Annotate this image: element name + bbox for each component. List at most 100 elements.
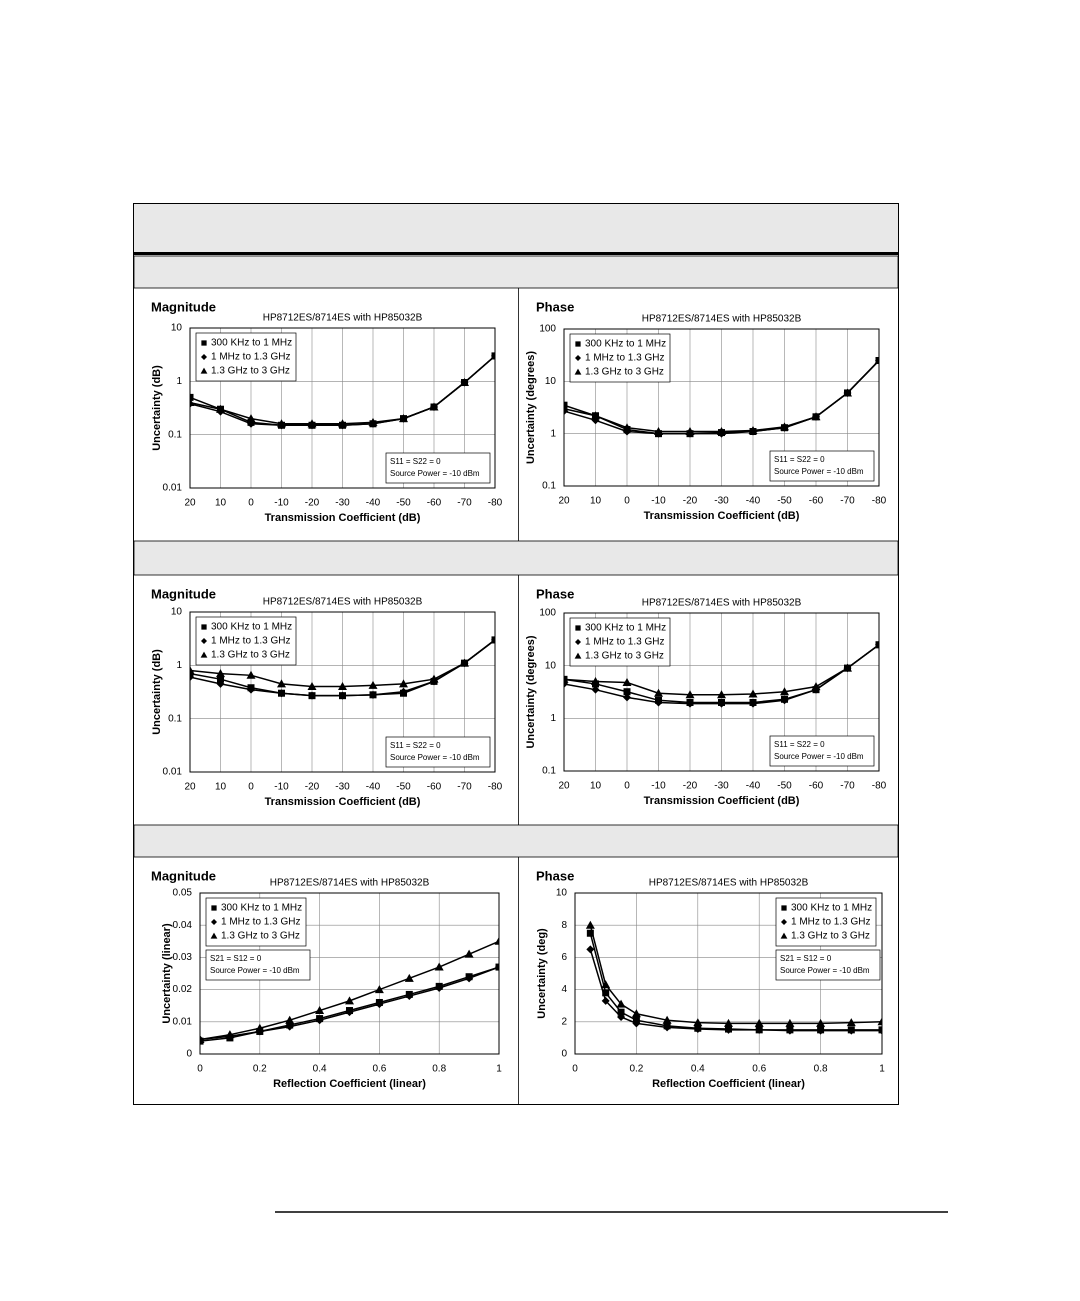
x-tick-label: 10 — [215, 782, 227, 793]
data-point — [277, 419, 286, 428]
data-point — [617, 1012, 626, 1021]
x-tick-label: -70 — [840, 781, 855, 792]
series-group — [190, 351, 495, 430]
x-tick-label: 0 — [572, 1064, 578, 1075]
data-point — [217, 675, 224, 683]
chart: 0.01 0.1 1 10 20 10 0 -10 -20 -30 -40 -50 -60 -70 -80 M… — [151, 299, 503, 523]
note-text: S11 = S22 = 0 — [774, 740, 825, 749]
y-tick-label: 4 — [561, 984, 567, 995]
data-point — [623, 688, 631, 696]
data-point — [460, 658, 469, 667]
y-tick-label: 10 — [171, 607, 183, 618]
data-point — [490, 635, 495, 644]
data-point — [190, 673, 194, 682]
legend-label: 300 KHz to 1 MHz — [585, 623, 666, 634]
data-point — [338, 682, 347, 691]
data-point — [601, 980, 611, 989]
note-text: Source Power = -10 dBm — [390, 469, 480, 478]
legend-marker — [211, 905, 217, 911]
x-tick-label: 1 — [879, 1064, 885, 1075]
y-tick-label: 100 — [539, 608, 556, 619]
y-tick-label: 0 — [561, 1049, 567, 1060]
legend-marker — [201, 638, 207, 644]
data-point — [632, 1019, 641, 1028]
x-tick-label: -60 — [809, 496, 824, 507]
legend-marker — [574, 652, 582, 659]
data-point — [277, 689, 286, 698]
legend-marker — [211, 919, 217, 925]
x-tick-label: -70 — [840, 496, 855, 507]
x-tick-label: 0.8 — [814, 1064, 828, 1075]
legend-marker — [200, 367, 208, 374]
y-tick-label: 0.05 — [173, 888, 193, 899]
note-text: S11 = S22 = 0 — [390, 457, 441, 466]
y-axis-label: Uncertainty (dB) — [151, 365, 163, 451]
y-tick-label: 10 — [556, 888, 568, 899]
x-tick-label: -50 — [777, 781, 792, 792]
x-tick-label: -30 — [714, 781, 729, 792]
data-point — [405, 992, 414, 1001]
legend-label: 1.3 GHz to 3 GHz — [211, 650, 290, 661]
data-point — [877, 1017, 882, 1026]
legend-marker — [575, 639, 581, 645]
x-tick-label: -40 — [366, 782, 381, 793]
y-axis-label: Uncertainty (dB) — [151, 649, 163, 735]
data-point — [338, 691, 347, 700]
y-tick-label: 8 — [561, 920, 567, 931]
data-point — [345, 996, 354, 1005]
x-tick-label: 0 — [624, 496, 630, 507]
data-point — [564, 674, 569, 683]
note-box — [385, 452, 491, 484]
data-point — [780, 696, 789, 705]
x-tick-label: 10 — [590, 781, 602, 792]
data-point — [749, 699, 757, 708]
data-point — [811, 682, 821, 691]
x-tick-label: -70 — [457, 498, 472, 509]
data-point — [717, 690, 726, 699]
data-point — [216, 669, 225, 678]
data-point — [434, 962, 444, 971]
data-point — [216, 404, 225, 413]
data-point — [717, 427, 726, 436]
y-tick-label: 10 — [545, 660, 557, 671]
data-point — [285, 1015, 295, 1024]
x-tick-label: -10 — [651, 496, 666, 507]
data-point — [494, 936, 499, 945]
legend-box — [775, 897, 877, 947]
series-group — [585, 920, 882, 1035]
x-tick-label: -50 — [396, 782, 411, 793]
x-tick-label: -80 — [872, 496, 887, 507]
x-axis-label: Reflection Coefficient (linear) — [273, 1078, 426, 1090]
y-tick-label: 0.1 — [168, 713, 182, 724]
data-point — [308, 691, 316, 700]
data-point — [345, 1008, 354, 1017]
note-text: S21 = S12 = 0 — [780, 954, 832, 963]
y-tick-label: 0 — [186, 1049, 192, 1060]
x-tick-label: -70 — [457, 782, 472, 793]
data-point — [748, 425, 758, 434]
chart-title: Magnitude — [151, 586, 216, 601]
legend-label: 1 MHz to 1.3 GHz — [791, 917, 870, 928]
chart-title: Phase — [536, 586, 574, 601]
x-axis-label: Reflection Coefficient (linear) — [652, 1078, 805, 1090]
data-point — [374, 985, 384, 994]
legend-label: 300 KHz to 1 MHz — [211, 622, 292, 633]
legend-marker — [575, 625, 581, 631]
data-point — [748, 689, 758, 698]
y-tick-label: 0.01 — [173, 1016, 193, 1027]
y-tick-label: 1 — [176, 660, 182, 671]
section-row — [133, 540, 899, 576]
data-point — [368, 680, 378, 689]
data-point — [622, 677, 632, 686]
y-tick-label: 10 — [545, 376, 557, 387]
y-axis-label: Uncertainty (degrees) — [525, 635, 537, 748]
note-text: Source Power = -10 dBm — [210, 966, 300, 975]
x-tick-label: 0 — [197, 1064, 203, 1075]
x-tick-label: 0 — [248, 782, 254, 793]
legend-marker — [574, 368, 582, 375]
data-point — [693, 1018, 703, 1027]
plot-frame — [189, 611, 496, 773]
data-point — [246, 670, 256, 679]
x-tick-label: 1 — [496, 1064, 502, 1075]
